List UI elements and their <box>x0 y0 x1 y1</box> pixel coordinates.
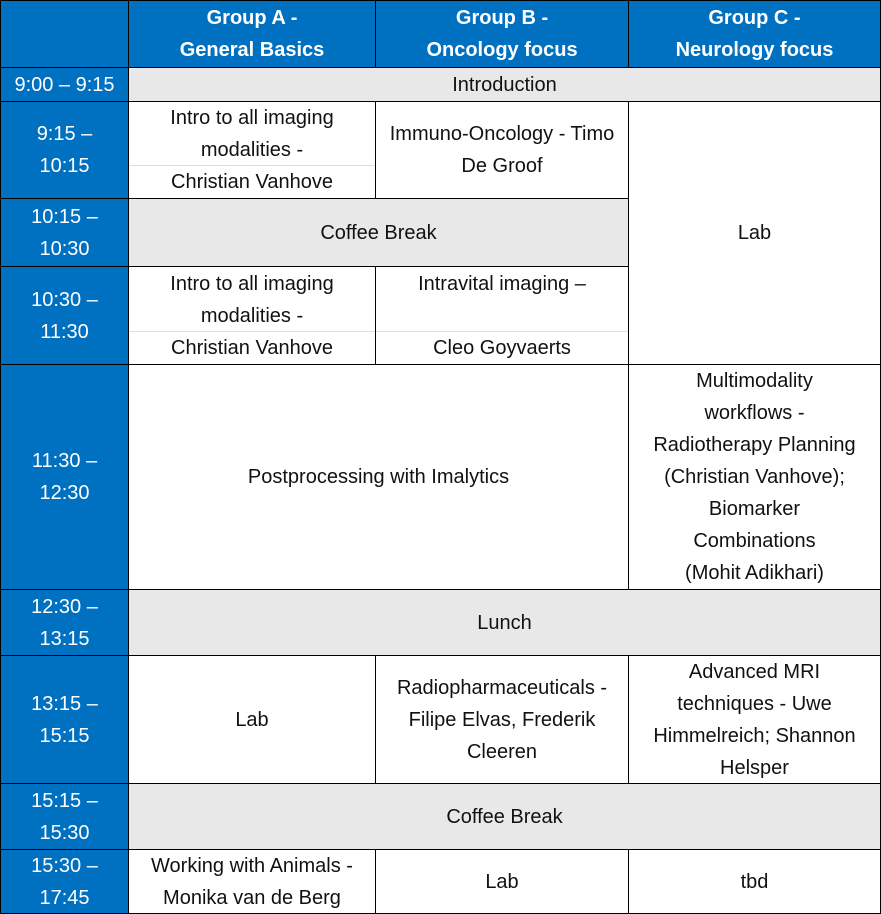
session-coffee-break: Coffee Break <box>128 198 629 267</box>
session-introduction: Introduction <box>128 67 881 102</box>
session-group-b-lab: Lab <box>375 849 629 914</box>
session-group-b: Radiopharmaceuticals - Filipe Elvas, Fre… <box>375 655 629 784</box>
time-slot: 10:15 – 10:30 <box>0 198 129 267</box>
session-group-b: Immuno-Oncology - Timo De Groof <box>375 101 629 199</box>
time-slot: 15:30 – 17:45 <box>0 849 129 914</box>
session-postprocessing: Postprocessing with Imalytics <box>128 364 629 590</box>
time-slot: 11:30 – 12:30 <box>0 364 129 590</box>
time-slot: 9:00 – 9:15 <box>0 67 129 102</box>
time-slot: 10:30 – 11:30 <box>0 266 129 365</box>
header-group-b: Group B - Oncology focus <box>375 0 629 68</box>
session-group-c-lab: Lab <box>628 101 881 365</box>
session-group-a: Intro to all imaging modalities - Christ… <box>128 266 376 365</box>
time-slot: 12:30 – 13:15 <box>0 589 129 656</box>
session-group-c: Multimodality workflows - Radiotherapy P… <box>628 364 881 590</box>
time-slot: 13:15 – 15:15 <box>0 655 129 784</box>
session-group-c: tbd <box>628 849 881 914</box>
session-group-c: Advanced MRI techniques - Uwe Himmelreic… <box>628 655 881 784</box>
session-group-a: Working with Animals - Monika van de Ber… <box>128 849 376 914</box>
session-group-b: Intravital imaging – Cleo Goyvaerts <box>375 266 629 365</box>
header-corner <box>0 0 129 68</box>
cell-divider <box>129 331 375 332</box>
session-group-a-lab: Lab <box>128 655 376 784</box>
cell-divider <box>376 331 628 332</box>
cell-divider <box>129 165 375 166</box>
session-coffee-break: Coffee Break <box>128 783 881 850</box>
session-group-a: Intro to all imaging modalities - Christ… <box>128 101 376 199</box>
time-slot: 9:15 – 10:15 <box>0 101 129 199</box>
header-group-c: Group C - Neurology focus <box>628 0 881 68</box>
header-group-a: Group A - General Basics <box>128 0 376 68</box>
time-slot: 15:15 – 15:30 <box>0 783 129 850</box>
session-lunch: Lunch <box>128 589 881 656</box>
